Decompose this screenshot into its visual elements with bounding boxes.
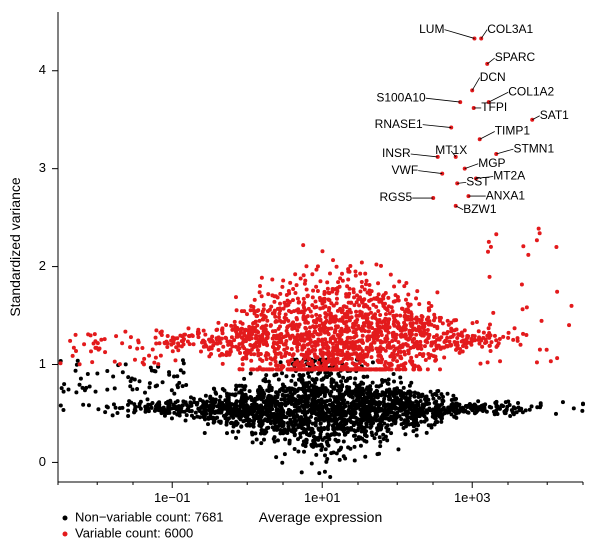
gene-label: COL3A1	[487, 22, 533, 36]
gene-label: RNASE1	[375, 117, 423, 131]
gene-label: COL1A2	[508, 84, 554, 98]
legend-nonvariable-marker	[63, 516, 68, 521]
gene-label: INSR	[382, 146, 411, 160]
gene-label: BZW1	[463, 202, 497, 216]
legend-nonvariable-label: Non−variable count: 7681	[75, 509, 224, 524]
gene-label: TFPI	[481, 100, 507, 114]
y-axis-label: Standardized variance	[7, 177, 23, 317]
legend-variable-label: Variable count: 6000	[75, 525, 193, 540]
gene-label: LUM	[419, 22, 444, 36]
gene-label: MT1X	[435, 143, 467, 157]
gene-label: SAT1	[540, 108, 569, 122]
gene-label: S100A10	[376, 90, 426, 104]
gene-label: MT2A	[493, 169, 525, 183]
gene-label: SST	[466, 175, 490, 189]
y-tick-label: 4	[39, 62, 46, 77]
y-tick-label: 2	[39, 258, 46, 273]
gene-label: ANXA1	[486, 188, 526, 202]
legend-variable-marker	[63, 532, 68, 537]
gene-label: VWF	[392, 163, 419, 177]
x-tick-label: 1e+01	[304, 490, 341, 505]
gene-label: STMN1	[513, 141, 554, 155]
nonvariable-points	[59, 358, 585, 479]
y-tick-label: 0	[39, 454, 46, 469]
gene-label: SPARC	[495, 50, 536, 64]
gene-label: DCN	[480, 70, 506, 84]
legend: Non−variable count: 7681Variable count: …	[63, 509, 224, 540]
gene-label: TIMP1	[495, 124, 531, 138]
gene-label: RGS5	[380, 190, 413, 204]
annotations: LUM COL3A1 SPARC DCNCOL1A2 S100A10 TFPI SAT1 RN…	[375, 22, 569, 216]
x-tick-label: 1e+03	[454, 490, 491, 505]
y-tick-label: 3	[39, 160, 46, 175]
variance-scatter-chart: LUM COL3A1 SPARC DCNCOL1A2 S100A10 TFPI SAT1 RN…	[0, 0, 603, 548]
x-tick-label: 1e−01	[154, 490, 191, 505]
y-tick-label: 1	[39, 356, 46, 371]
x-axis-label: Average expression	[259, 509, 382, 525]
